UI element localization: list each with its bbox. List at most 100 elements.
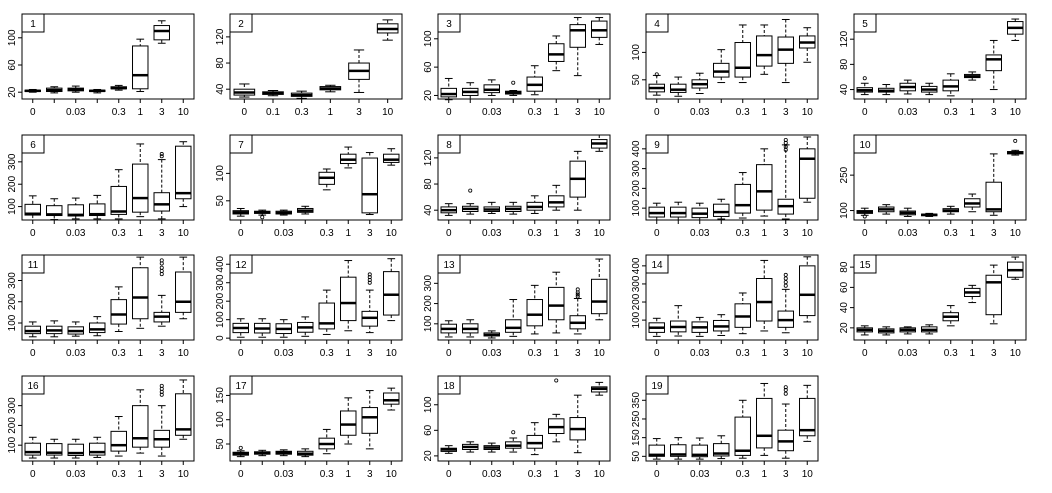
box-0 [648, 317, 665, 337]
outlier-point [783, 280, 788, 285]
panel-label: 18 [443, 381, 455, 392]
x-tick-label: 1 [553, 469, 559, 480]
boxplot-panel-8: 8 40 80 120 0 0.03 0.3 1 3 10 [416, 131, 626, 252]
y-tick-label: 40 [839, 302, 850, 314]
box-0.01 [46, 86, 63, 94]
boxplot-svg: 2 40 80 120 0 0.1 0.3 1 3 10 [215, 13, 403, 118]
x-tick-label: 0.03 [482, 107, 502, 118]
outlier-point [783, 391, 788, 396]
x-tick-label: 0.3 [295, 107, 309, 118]
box-0 [24, 321, 41, 338]
box-0.03 [483, 79, 500, 96]
box-0.01 [46, 198, 63, 221]
x-tick-label: 0.03 [66, 469, 86, 480]
box-iqr [670, 83, 687, 93]
x-tick-label: 0 [862, 348, 868, 359]
box-1 [964, 193, 981, 213]
box-10 [591, 134, 608, 152]
panel-label: 17 [235, 381, 247, 392]
box-0 [232, 445, 249, 458]
box-1 [756, 259, 773, 332]
x-tick-label: 1 [137, 228, 143, 239]
box-0.3 [734, 399, 751, 459]
y-tick-label: 300 [631, 275, 642, 292]
x-tick-label: 3 [575, 469, 581, 480]
boxplot-panel-17: 17 50 100 150 0 0.03 0.3 1 3 10 [208, 372, 418, 493]
panel-label: 11 [28, 260, 39, 271]
box-3 [361, 272, 378, 334]
panel-label: 16 [27, 381, 39, 392]
box-10 [591, 17, 608, 45]
x-tick-label: 1 [553, 228, 559, 239]
box-iqr [526, 299, 543, 327]
box-10 [175, 379, 192, 440]
y-tick-label: 400 [631, 257, 642, 274]
y-tick-label: 40 [215, 83, 226, 95]
y-tick-label: 50 [631, 74, 642, 86]
panel-label-box [645, 375, 669, 395]
x-tick-label: 10 [386, 469, 398, 480]
x-tick-label: 0.3 [112, 107, 126, 118]
box-0.01 [254, 209, 271, 220]
box-0.03 [691, 316, 708, 337]
x-tick-label: 1 [345, 348, 351, 359]
panel-label-box [229, 375, 253, 395]
outlier-point [862, 76, 867, 81]
box-0.01 [670, 76, 687, 97]
x-tick-label: 0 [446, 107, 452, 118]
box-3 [569, 17, 586, 77]
box-0.1 [505, 201, 522, 215]
x-tick-label: 10 [386, 228, 398, 239]
box-0 [440, 203, 457, 216]
y-tick-label: 80 [839, 58, 850, 70]
y-tick-label: 300 [215, 274, 226, 291]
boxplot-svg: 17 50 100 150 0 0.03 0.3 1 3 10 [215, 375, 403, 480]
x-tick-label: 0.3 [528, 469, 542, 480]
y-tick-label: 100 [215, 411, 226, 428]
outlier-point [654, 72, 659, 77]
box-10 [1007, 138, 1024, 156]
y-tick-label: 100 [839, 202, 850, 219]
box-0.03 [483, 330, 500, 339]
y-tick-label: 100 [7, 29, 18, 46]
x-tick-label: 0 [30, 107, 36, 118]
outlier-point [554, 378, 559, 383]
box-0.1 [921, 82, 938, 96]
x-tick-label: 0 [862, 228, 868, 239]
box-3 [569, 287, 586, 335]
box-0.3 [110, 84, 127, 91]
outlier-point [511, 80, 516, 85]
box-10 [383, 258, 400, 322]
box-0.03 [691, 202, 708, 221]
y-tick-label: 200 [7, 293, 18, 310]
x-tick-label: 1 [969, 228, 975, 239]
boxplot-svg: 7 50 100 0 0.03 0.3 1 3 10 [215, 134, 403, 239]
box-3 [777, 272, 794, 334]
x-tick-label: 10 [802, 107, 814, 118]
box-iqr [734, 183, 751, 214]
x-tick-label: 10 [802, 228, 814, 239]
box-iqr [799, 397, 816, 437]
x-tick-label: 3 [991, 107, 997, 118]
box-1 [340, 146, 357, 169]
panel-label-box [645, 13, 669, 33]
panel-label: 8 [446, 140, 452, 151]
box-0.1 [297, 448, 314, 458]
panel-label: 9 [654, 140, 660, 151]
panel-label: 3 [446, 19, 452, 30]
box-1 [756, 24, 773, 75]
box-10 [383, 387, 400, 411]
boxplot-panel-15: 15 20 40 60 80 0 0.03 0.3 1 3 10 [832, 251, 1042, 372]
box-0.1 [297, 205, 314, 215]
x-tick-label: 10 [386, 348, 398, 359]
y-tick-label: 250 [631, 410, 642, 427]
box-iqr [383, 153, 400, 163]
box-0.01 [670, 201, 687, 221]
box-0.03 [67, 85, 84, 93]
x-tick-label: 0.03 [482, 348, 502, 359]
box-0.1 [713, 435, 730, 460]
x-tick-label: 3 [159, 348, 165, 359]
y-tick-label: 20 [423, 450, 434, 462]
outlier-point [367, 275, 372, 280]
